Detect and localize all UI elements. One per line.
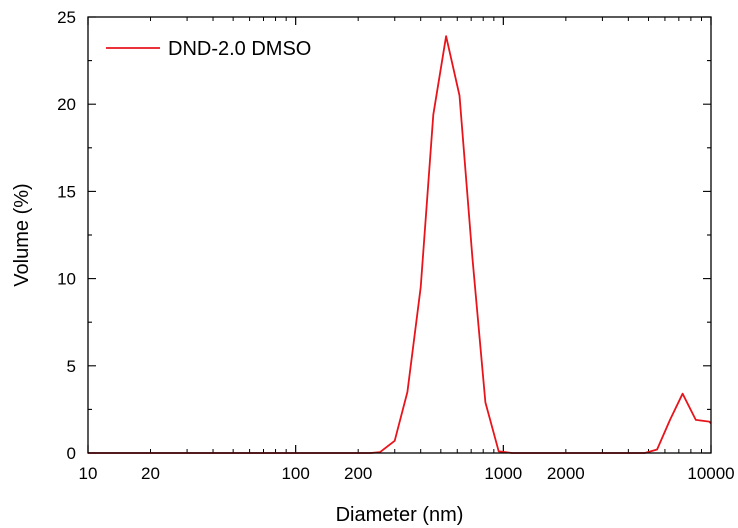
y-tick-label: 15: [57, 182, 76, 201]
x-tick-label: 20: [141, 464, 160, 483]
legend-label: DND-2.0 DMSO: [168, 38, 311, 60]
y-tick-label: 25: [57, 8, 76, 27]
x-tick-label: 10000: [687, 464, 734, 483]
x-tick-label: 10: [79, 464, 98, 483]
y-tick-label: 10: [57, 270, 76, 289]
x-tick-label: 200: [344, 464, 372, 483]
x-axis-title: Diameter (nm): [336, 504, 464, 526]
series-line: [88, 35, 712, 454]
x-major-ticks: [87, 17, 712, 453]
x-tick-label: 100: [281, 464, 309, 483]
x-tick-labels: 10 20 100 200 1000 2000 10000: [79, 464, 735, 483]
plot-frame: [87, 16, 712, 454]
legend: DND-2.0 DMSO: [106, 38, 311, 60]
y-tick-label: 5: [67, 357, 76, 376]
x-tick-label: 1000: [484, 464, 522, 483]
series-lines: [88, 35, 712, 454]
y-ticks: [88, 16, 711, 454]
y-tick-labels: 0 5 10 15 20 25: [57, 8, 76, 463]
y-axis-title: Volume (%): [11, 183, 33, 286]
y-tick-label: 20: [57, 95, 76, 114]
x-minor-ticks: [150, 17, 702, 453]
x-tick-label: 2000: [547, 464, 585, 483]
y-tick-label: 0: [67, 444, 76, 463]
